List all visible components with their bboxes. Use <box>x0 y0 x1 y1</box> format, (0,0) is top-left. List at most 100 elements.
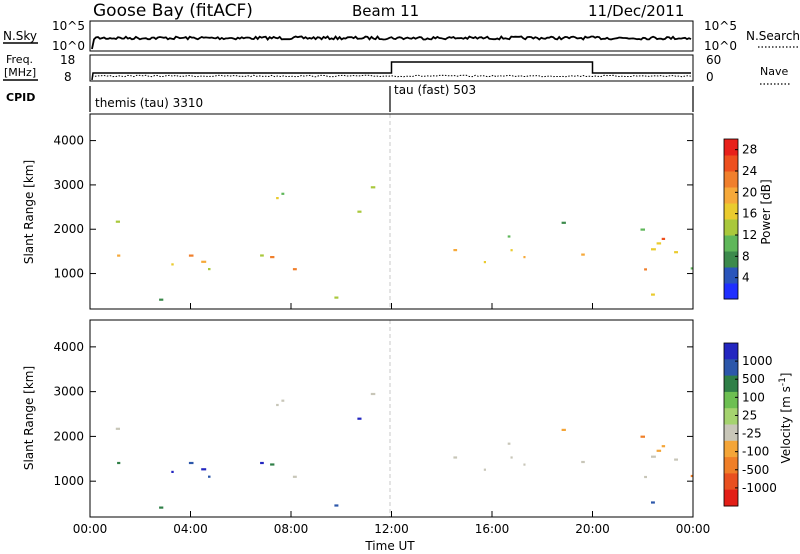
velocity-cell <box>453 456 458 459</box>
velocity-colorbar-label: 500 <box>742 372 765 386</box>
velocity-cell <box>260 461 264 465</box>
velocity-colorbar-label: 1000 <box>742 354 773 368</box>
freq-top-tick: 18 <box>60 53 75 67</box>
velocity-colorbar: 1000 500 100 25 -25 -100 -500 -1000 <box>723 342 777 507</box>
power-cell <box>201 260 207 263</box>
x-tick-label: 08:00 <box>274 522 309 536</box>
station-title: Goose Bay (fitACF) <box>93 1 253 21</box>
velocity-colorbar-label: -100 <box>742 445 769 459</box>
velocity-cell <box>117 461 121 465</box>
power-colorbar-swatch <box>724 219 738 236</box>
power-colorbar-swatch <box>724 283 738 300</box>
power-cell <box>561 221 566 224</box>
velocity-colorbar-swatch <box>724 424 738 442</box>
power-scatter-cells <box>115 186 694 301</box>
power-ylabel: Slant Range [km] <box>22 160 36 264</box>
nsearch-label: N.Search <box>746 29 800 43</box>
power-colorbar-label: 16 <box>742 207 757 221</box>
power-cell <box>260 254 264 257</box>
x-tick-label: 12:00 <box>374 522 409 536</box>
velocity-cell <box>661 445 666 448</box>
freq-bottom-tick: 8 <box>64 70 72 84</box>
cpid-mode-themis: themis (tau) 3310 <box>95 96 203 110</box>
power-cell <box>690 267 694 270</box>
velocity-cell <box>281 399 285 402</box>
velocity-cell <box>651 501 655 504</box>
y-tick-label: 1000 <box>53 474 84 488</box>
power-cell <box>334 296 339 299</box>
velocity-colorbar-swatch <box>724 391 738 409</box>
nsky-label: N.Sky <box>3 29 37 43</box>
nsky-top-tick: 10^5 <box>52 19 85 33</box>
power-colorbar-label: 4 <box>742 271 750 285</box>
power-cell <box>276 197 279 200</box>
y-tick-label: 4000 <box>53 340 84 354</box>
nsearch-bottom-tick: 10^0 <box>704 39 737 53</box>
power-cell <box>523 256 526 259</box>
velocity-cell <box>334 504 339 507</box>
power-cell <box>370 186 376 189</box>
velocity-cell <box>674 458 678 461</box>
power-cell <box>292 268 297 271</box>
power-cell <box>581 253 585 256</box>
freq-label-line1: Freq. <box>6 53 33 66</box>
power-cell <box>644 268 647 271</box>
velocity-cell <box>370 392 376 396</box>
velocity-cell <box>270 463 275 466</box>
power-cell <box>661 237 666 240</box>
velocity-cell <box>523 463 526 466</box>
nave-label: Nave <box>760 65 788 78</box>
power-colorbar-swatch <box>724 187 738 204</box>
velocity-cell <box>292 475 297 478</box>
nave-bottom-tick: 0 <box>706 70 714 84</box>
power-cell <box>270 256 275 259</box>
power-cell <box>507 235 511 238</box>
x-tick-label: 00:00 <box>73 522 108 536</box>
y-tick-label: 2000 <box>53 222 84 236</box>
velocity-cell <box>507 442 511 445</box>
x-tick-label: 00:00 <box>676 522 711 536</box>
x-tick-label: 04:00 <box>173 522 208 536</box>
power-colorbar-swatch <box>724 171 738 188</box>
velocity-cell <box>656 449 662 452</box>
velocity-cell <box>640 435 645 438</box>
time-x-axis: 00:00 04:00 08:00 12:00 16:00 20:00 00:00 <box>73 303 711 536</box>
power-cell <box>640 228 645 231</box>
velocity-cell <box>208 475 211 478</box>
power-cell <box>510 249 513 252</box>
velocity-cell <box>581 460 585 464</box>
date-label: 11/Dec/2011 <box>588 2 684 20</box>
power-colorbar-swatch <box>724 235 738 252</box>
velocity-cell <box>644 475 647 479</box>
y-tick-label: 1000 <box>53 267 84 281</box>
velocity-colorbar-swatch <box>724 343 738 360</box>
power-cell <box>208 268 211 271</box>
cpid-mode-tau: tau (fast) 503 <box>394 83 476 97</box>
freq-label-line2: [MHz] <box>4 66 36 79</box>
beam-label: Beam 11 <box>352 2 419 20</box>
velocity-cell <box>201 468 207 471</box>
power-colorbar-label: 28 <box>742 143 757 157</box>
velocity-cell <box>357 417 362 420</box>
power-colorbar-label: Power [dB] <box>759 179 773 244</box>
power-cell <box>171 263 174 266</box>
nsky-bottom-tick: 10^0 <box>52 39 85 53</box>
velocity-colorbar-swatch <box>724 457 738 474</box>
y-tick-label: 3000 <box>53 178 84 192</box>
velocity-colorbar-swatch <box>724 440 738 458</box>
velocity-cell <box>483 468 486 471</box>
y-tick-label: 2000 <box>53 429 84 443</box>
time-xlabel: Time UT <box>364 539 415 553</box>
nsearch-top-tick: 10^5 <box>704 19 737 33</box>
power-cell <box>188 254 194 257</box>
velocity-colorbar-label: -1000 <box>742 481 777 495</box>
power-cell <box>483 261 486 264</box>
velocity-y-axis: 1000 2000 3000 4000 <box>53 340 693 488</box>
velocity-colorbar-label: Velocity [m s-1] <box>778 373 793 464</box>
velocity-colorbar-swatch <box>724 489 738 507</box>
nave-series <box>91 74 692 78</box>
velocity-colorbar-swatch <box>724 359 738 377</box>
power-colorbar: 4 8 12 16 20 24 28 <box>723 138 757 300</box>
freq-panel: Freq. [MHz] 18 8 60 0 Nave <box>3 53 790 85</box>
